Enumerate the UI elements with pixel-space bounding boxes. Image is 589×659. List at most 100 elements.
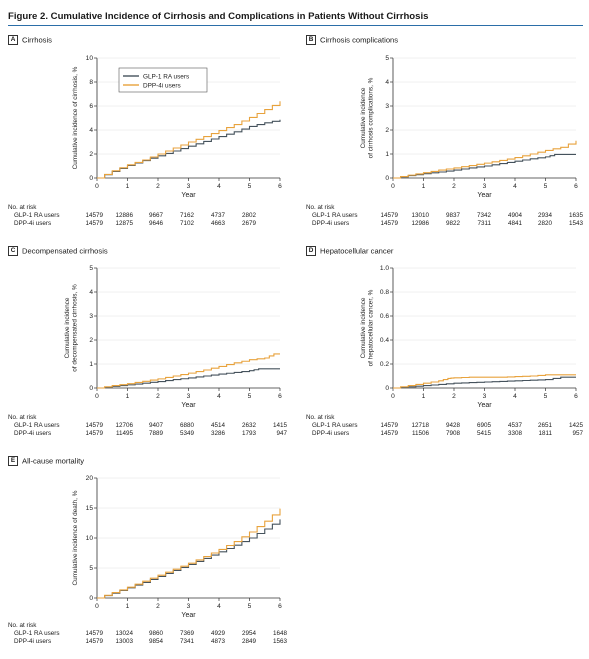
x-tick-label: 2 bbox=[452, 183, 456, 190]
at-risk-row-label: DPP-4i users bbox=[14, 220, 52, 227]
at-risk-value: 1563 bbox=[272, 638, 287, 645]
at-risk-value: 7311 bbox=[477, 220, 491, 227]
x-tick-label: 0 bbox=[391, 183, 395, 190]
at-risk-value: 2820 bbox=[537, 220, 552, 227]
y-axis-label: of decompensated cirrhosis, % bbox=[72, 284, 79, 372]
legend-label-dpp4: DPP-4i users bbox=[143, 82, 181, 89]
y-axis-label: of cirrhosis complications, % bbox=[368, 77, 375, 158]
panel-title: Cirrhosis bbox=[22, 35, 52, 45]
panel-heading: C Decompensated cirrhosis bbox=[8, 246, 108, 256]
x-tick-label: 6 bbox=[278, 603, 282, 610]
at-risk-value: 14579 bbox=[380, 422, 398, 429]
at-risk-value: 1635 bbox=[568, 212, 583, 219]
at-risk-header: No. at risk bbox=[306, 204, 335, 211]
at-risk-row-label: DPP-4i users bbox=[14, 638, 52, 645]
at-risk-value: 1811 bbox=[538, 430, 552, 437]
y-tick-label: 1 bbox=[89, 361, 93, 368]
panel-title: All-cause mortality bbox=[22, 456, 85, 466]
y-tick-label: 0 bbox=[385, 175, 389, 182]
at-risk-row-label: GLP-1 RA users bbox=[312, 212, 358, 219]
at-risk-value: 947 bbox=[276, 430, 287, 437]
y-tick-label: 0 bbox=[89, 385, 93, 392]
x-tick-label: 6 bbox=[278, 183, 282, 190]
y-tick-label: 5 bbox=[89, 265, 93, 272]
y-axis-label: Cumulative incidence bbox=[360, 87, 367, 148]
x-tick-label: 3 bbox=[187, 183, 191, 190]
x-tick-label: 4 bbox=[217, 183, 221, 190]
x-tick-label: 3 bbox=[187, 603, 191, 610]
x-tick-label: 0 bbox=[95, 603, 99, 610]
panel-letter: E bbox=[8, 456, 18, 466]
at-risk-value: 4929 bbox=[210, 630, 225, 637]
x-tick-label: 6 bbox=[574, 393, 578, 400]
panel-heading: A Cirrhosis bbox=[8, 35, 52, 45]
at-risk-value: 9822 bbox=[445, 220, 460, 227]
at-risk-value: 2802 bbox=[241, 212, 256, 219]
at-risk-value: 14579 bbox=[380, 212, 398, 219]
x-tick-label: 4 bbox=[513, 393, 517, 400]
x-axis-label: Year bbox=[477, 192, 492, 199]
x-tick-label: 5 bbox=[248, 393, 252, 400]
at-risk-table: No. at risk GLP-1 RA users 14579 12706 9407 6… bbox=[8, 414, 288, 444]
y-tick-label: 6 bbox=[89, 103, 93, 110]
series-line-glp1 bbox=[393, 376, 576, 389]
at-risk-value: 4537 bbox=[507, 422, 522, 429]
at-risk-value: 11506 bbox=[411, 430, 429, 437]
at-risk-value: 9646 bbox=[148, 220, 163, 227]
title-rule bbox=[8, 25, 583, 26]
at-risk-value: 14579 bbox=[85, 630, 103, 637]
x-axis-label: Year bbox=[181, 612, 196, 619]
at-risk-value: 7342 bbox=[476, 212, 491, 219]
series-line-dpp4 bbox=[393, 140, 577, 179]
y-axis-label: Cumulative incidence of death, % bbox=[72, 490, 79, 585]
x-tick-label: 1 bbox=[422, 183, 426, 190]
at-risk-row-label: DPP-4i users bbox=[312, 430, 350, 437]
panel-letter: B bbox=[306, 35, 316, 45]
at-risk-value: 14579 bbox=[85, 220, 103, 227]
at-risk-value: 5349 bbox=[179, 430, 194, 437]
at-risk-row-label: GLP-1 RA users bbox=[14, 422, 60, 429]
at-risk-value: 7341 bbox=[179, 638, 194, 645]
y-tick-label: 1.0 bbox=[380, 265, 389, 272]
y-axis-label: Cumulative incidence bbox=[360, 297, 367, 358]
y-tick-label: 4 bbox=[89, 127, 93, 134]
x-tick-label: 2 bbox=[156, 183, 160, 190]
at-risk-row-label: DPP-4i users bbox=[312, 220, 350, 227]
y-tick-label: 0.6 bbox=[380, 313, 389, 320]
y-tick-label: 2 bbox=[89, 151, 93, 158]
y-tick-label: 4 bbox=[89, 289, 93, 296]
at-risk-value: 1425 bbox=[568, 422, 583, 429]
y-tick-label: 8 bbox=[89, 79, 93, 86]
x-tick-label: 5 bbox=[248, 603, 252, 610]
at-risk-table: No. at risk GLP-1 RA users 14579 12718 9428 6… bbox=[306, 414, 586, 444]
at-risk-value: 4663 bbox=[210, 220, 225, 227]
series-line-dpp4 bbox=[393, 374, 576, 389]
x-tick-label: 0 bbox=[95, 183, 99, 190]
at-risk-value: 9667 bbox=[148, 212, 163, 219]
y-tick-label: 3 bbox=[89, 313, 93, 320]
at-risk-header: No. at risk bbox=[306, 414, 335, 421]
at-risk-value: 7908 bbox=[445, 430, 460, 437]
y-tick-label: 2 bbox=[89, 337, 93, 344]
at-risk-value: 1648 bbox=[272, 630, 287, 637]
at-risk-table: No. at risk GLP-1 RA users 14579 13024 9860 7… bbox=[8, 622, 288, 652]
x-tick-label: 1 bbox=[126, 603, 130, 610]
series-line-dpp4 bbox=[97, 101, 281, 179]
panel-heading: D Hepatocellular cancer bbox=[306, 246, 393, 256]
at-risk-value: 12875 bbox=[115, 220, 133, 227]
x-tick-label: 4 bbox=[217, 393, 221, 400]
at-risk-value: 6880 bbox=[179, 422, 194, 429]
panel-heading: E All-cause mortality bbox=[8, 456, 84, 466]
panel-title: Cirrhosis complications bbox=[320, 35, 399, 45]
y-tick-label: 1 bbox=[385, 151, 389, 158]
series-line-dpp4 bbox=[97, 353, 280, 389]
x-tick-label: 5 bbox=[248, 183, 252, 190]
at-risk-value: 12986 bbox=[411, 220, 429, 227]
at-risk-value: 12706 bbox=[115, 422, 133, 429]
x-tick-label: 1 bbox=[126, 183, 130, 190]
series-line-glp1 bbox=[97, 519, 281, 599]
at-risk-value: 7102 bbox=[179, 220, 194, 227]
